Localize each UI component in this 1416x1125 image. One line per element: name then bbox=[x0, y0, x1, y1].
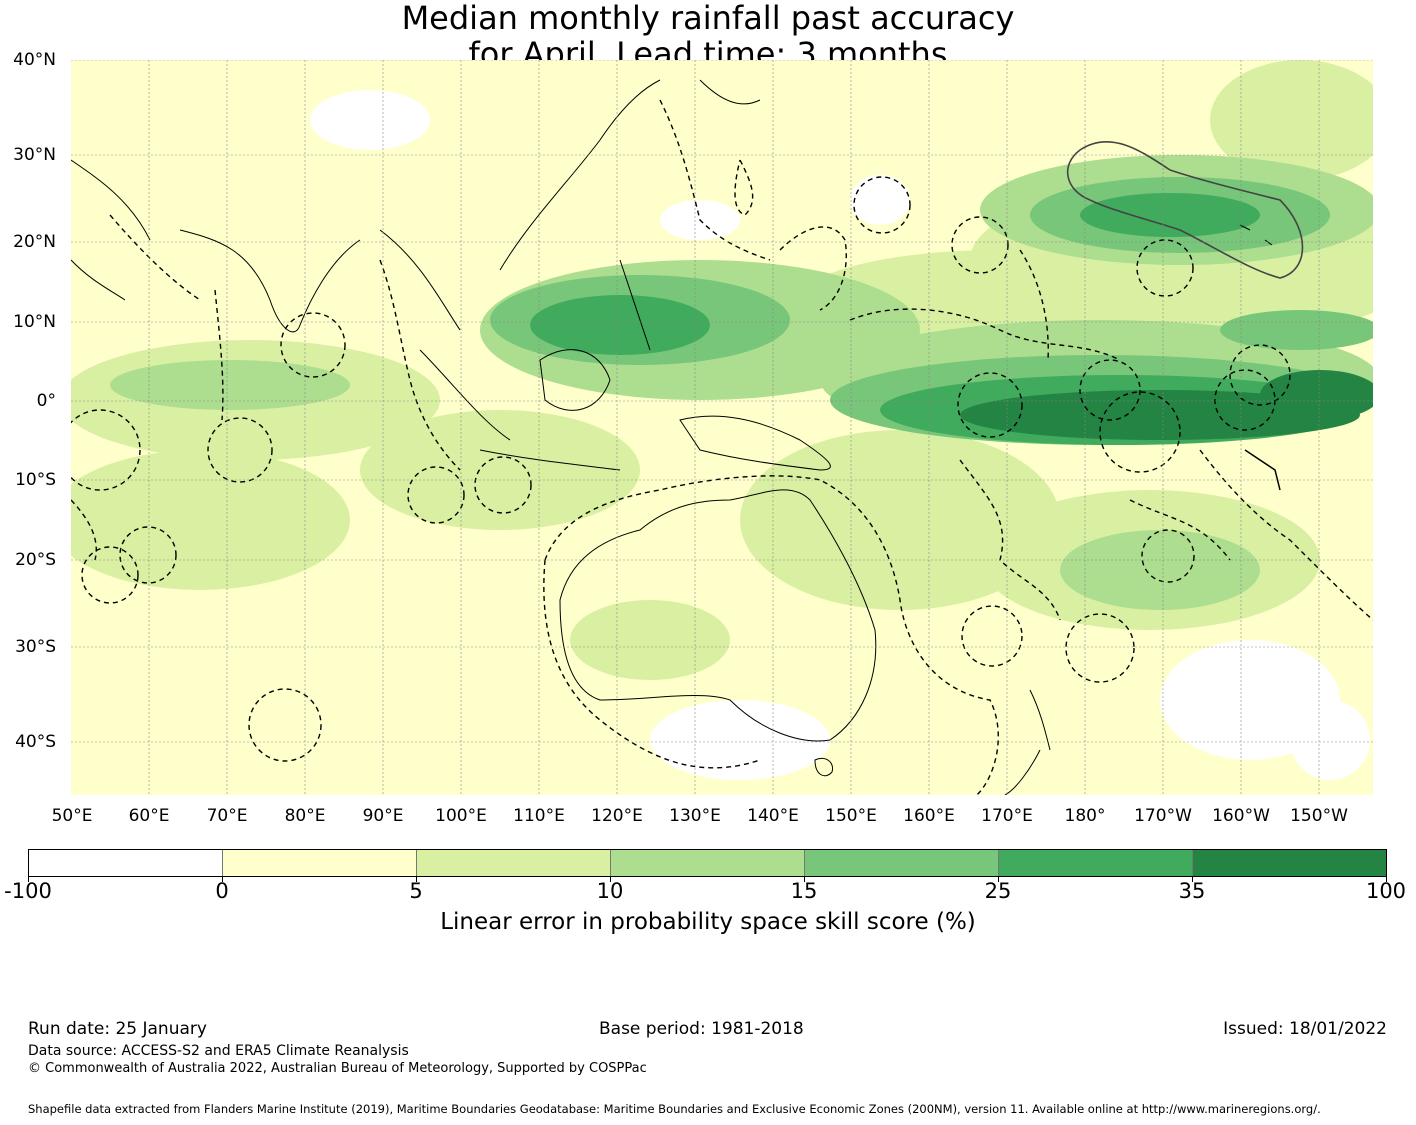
skill-score-map bbox=[71, 60, 1373, 795]
lon-label: 160°W bbox=[1212, 806, 1270, 826]
graticule bbox=[71, 60, 1373, 795]
lat-label: 30°N bbox=[13, 145, 56, 165]
lat-label: 10°S bbox=[15, 470, 56, 490]
lat-label: 40°S bbox=[15, 732, 56, 752]
shapefile-credit: Shapefile data extracted from Flanders M… bbox=[28, 1102, 1321, 1116]
title-line-1: Median monthly rainfall past accuracy bbox=[401, 0, 1015, 37]
colorbar bbox=[28, 849, 1387, 877]
colorbar-tick-mark bbox=[416, 877, 417, 882]
lat-label: 40°N bbox=[13, 50, 56, 70]
colorbar-segment bbox=[611, 850, 805, 876]
lon-label: 150°W bbox=[1290, 806, 1348, 826]
boundary-line bbox=[1244, 449, 1281, 491]
lon-label: 170°W bbox=[1134, 806, 1192, 826]
lon-label: 170°E bbox=[981, 806, 1033, 826]
colorbar-tick-label: 35 bbox=[1178, 879, 1206, 903]
run-date: Run date: 25 January bbox=[28, 1019, 207, 1039]
colorbar-label: Linear error in probability space skill … bbox=[440, 909, 976, 935]
lon-label: 110°E bbox=[513, 806, 565, 826]
coastlines bbox=[71, 79, 1273, 795]
colorbar-tick-label: -100 bbox=[4, 879, 52, 903]
colorbar-tick-mark bbox=[998, 877, 999, 882]
lon-label: 70°E bbox=[206, 806, 248, 826]
lon-label: 100°E bbox=[435, 806, 487, 826]
colorbar-tick-label: 25 bbox=[984, 879, 1012, 903]
lon-label: 90°E bbox=[362, 806, 404, 826]
colorbar-segment bbox=[805, 850, 999, 876]
lon-label: 160°E bbox=[903, 806, 955, 826]
colorbar-segment bbox=[417, 850, 611, 876]
lat-label: 20°N bbox=[13, 232, 56, 252]
colorbar-segment bbox=[1193, 850, 1386, 876]
lon-label: 130°E bbox=[669, 806, 721, 826]
lat-label: 0° bbox=[36, 391, 56, 411]
colorbar-segment bbox=[29, 850, 223, 876]
data-source: Data source: ACCESS-S2 and ERA5 Climate … bbox=[28, 1043, 409, 1059]
colorbar-tick-mark bbox=[222, 877, 223, 882]
colorbar-tick-label: 10 bbox=[596, 879, 624, 903]
colorbar-tick-mark bbox=[610, 877, 611, 882]
lat-label: 20°S bbox=[15, 550, 56, 570]
colorbar-tick-label: 5 bbox=[409, 879, 423, 903]
lat-label: 30°S bbox=[15, 637, 56, 657]
colorbar-tick-mark bbox=[1386, 877, 1387, 882]
issued-date: Issued: 18/01/2022 bbox=[1223, 1019, 1387, 1039]
hawaii-eez-boundary bbox=[1066, 140, 1304, 279]
lon-label: 150°E bbox=[825, 806, 877, 826]
colorbar-segment bbox=[999, 850, 1193, 876]
colorbar-segment bbox=[223, 850, 417, 876]
lat-label: 10°N bbox=[13, 312, 56, 332]
lon-label: 120°E bbox=[591, 806, 643, 826]
skill-highest-regions bbox=[960, 370, 1373, 440]
lon-label: 60°E bbox=[128, 806, 170, 826]
colorbar-tick-label: 15 bbox=[790, 879, 818, 903]
colorbar-tick-mark bbox=[804, 877, 805, 882]
lon-label: 140°E bbox=[747, 806, 799, 826]
colorbar-tick-label: 100 bbox=[1365, 879, 1407, 903]
copyright: © Commonwealth of Australia 2022, Austra… bbox=[28, 1061, 647, 1076]
colorbar-tick-label: 0 bbox=[215, 879, 229, 903]
base-period: Base period: 1981-2018 bbox=[599, 1019, 804, 1039]
lon-label: 80°E bbox=[284, 806, 326, 826]
colorbar-tick-mark bbox=[28, 877, 29, 882]
colorbar-tick-mark bbox=[1192, 877, 1193, 882]
lon-label: 50°E bbox=[51, 806, 93, 826]
lon-label: 180° bbox=[1064, 806, 1106, 826]
